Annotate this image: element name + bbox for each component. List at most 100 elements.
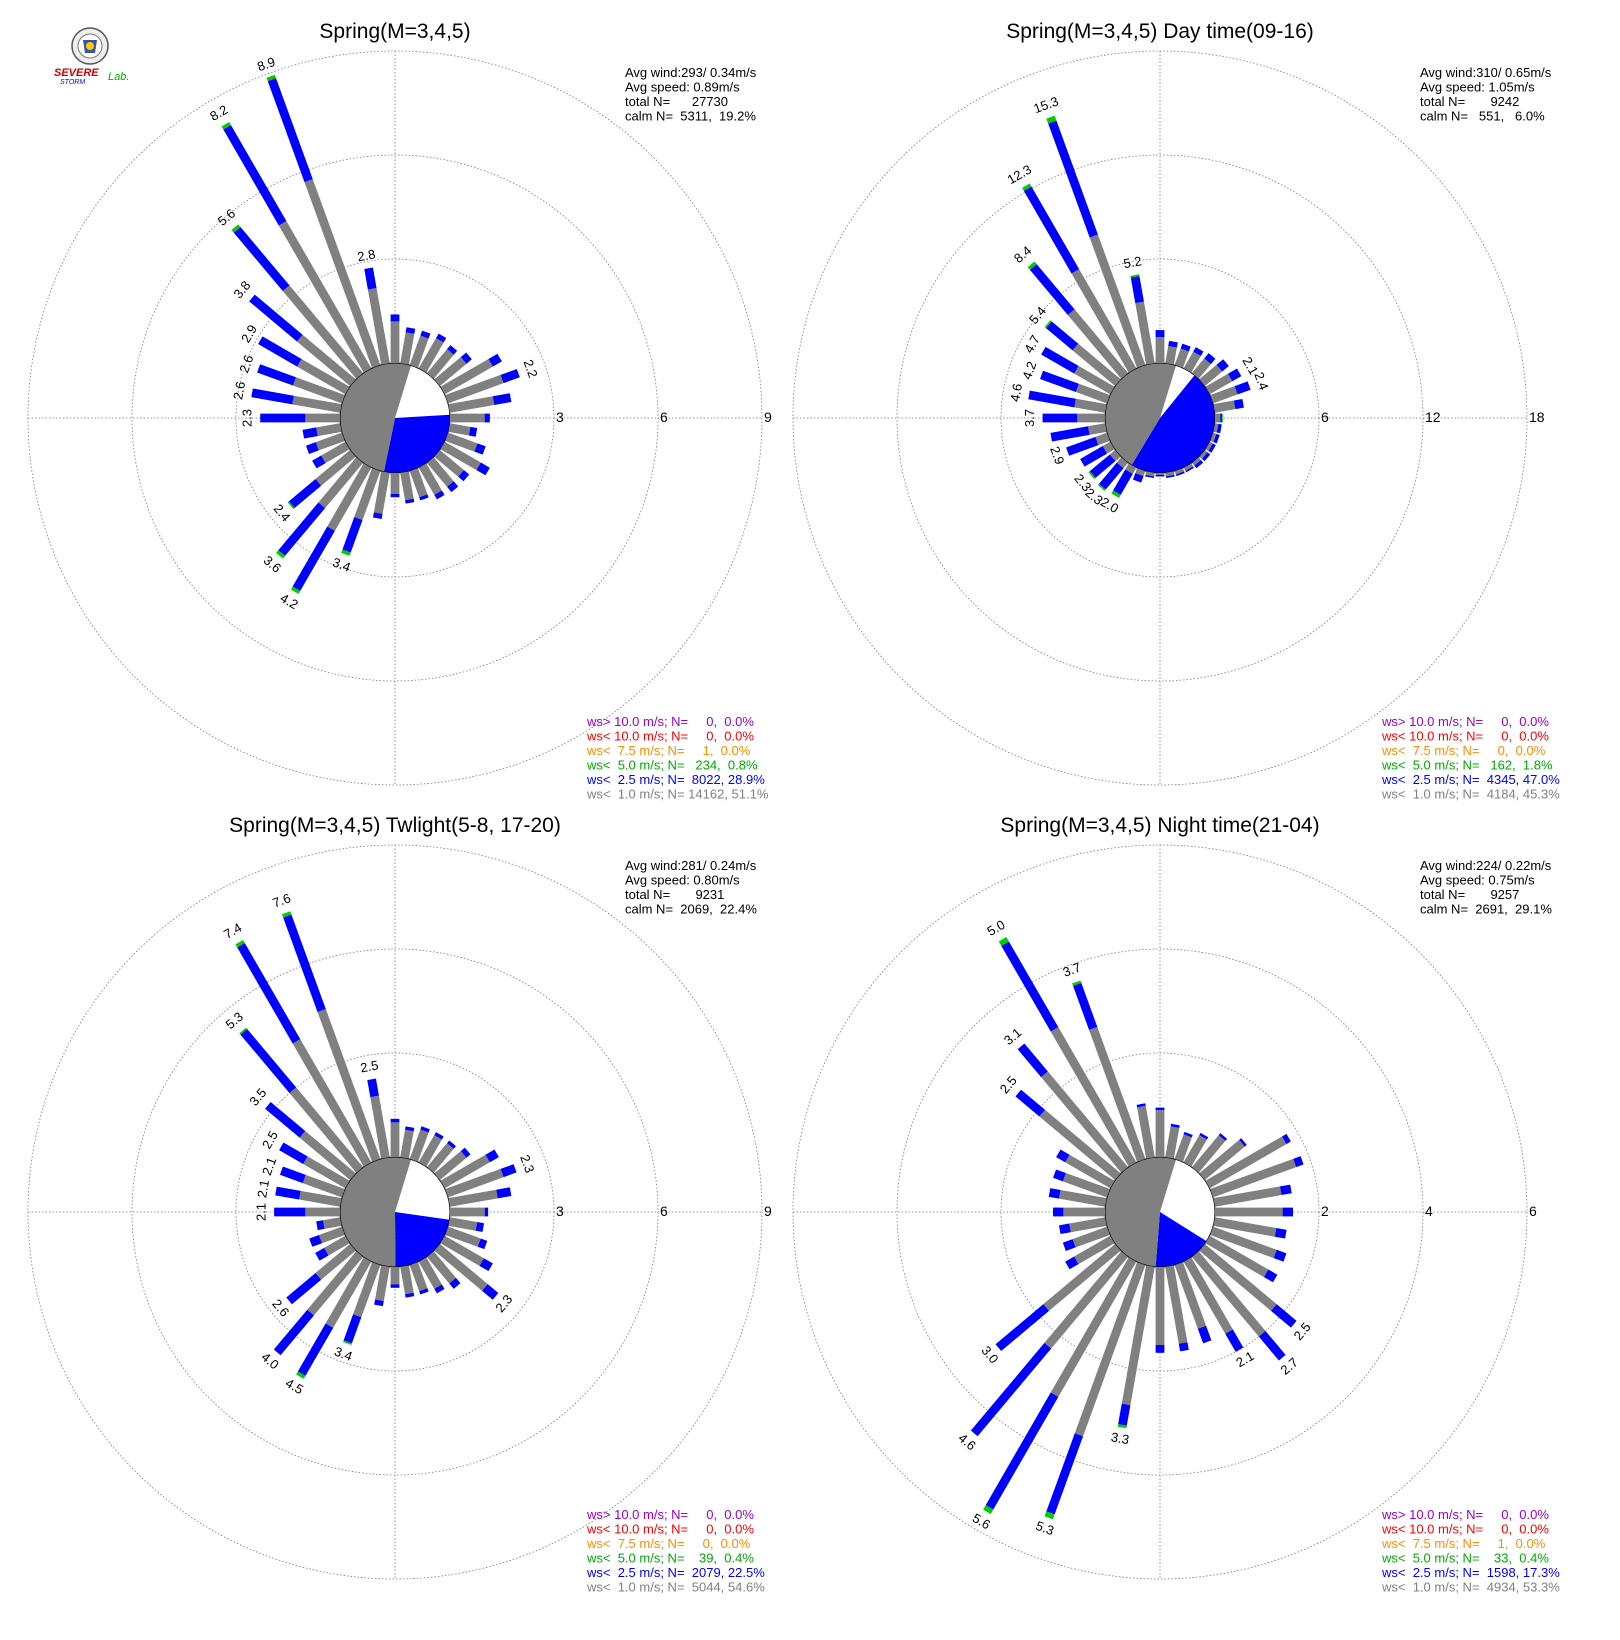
sector-bar-240-ws1 xyxy=(1074,1235,1115,1265)
sector-bar-330-ws5 xyxy=(235,940,245,948)
sector-bar-90-ws1 xyxy=(1215,413,1221,423)
sector-bar-40-ws1 xyxy=(426,349,454,379)
sector-bar-260-ws2_5 xyxy=(1058,1223,1071,1235)
sector-bar-160-ws1 xyxy=(409,1262,428,1292)
sector-bar-60-ws1 xyxy=(440,1154,490,1189)
sector-bar-30-ws1 xyxy=(1183,351,1201,373)
sector-bar-50-ws1 xyxy=(1199,364,1223,387)
sector-bar-180-ws1 xyxy=(1155,473,1165,475)
sector-bar-330-ws2_5 xyxy=(1023,186,1080,274)
sector-label-330: 12.3 xyxy=(1005,162,1034,188)
sector-bar-110-ws2_5 xyxy=(477,1238,488,1250)
sector-bar-260-ws2_5 xyxy=(1050,426,1090,442)
sector-bar-240-ws1 xyxy=(1102,441,1115,454)
sector-label-210: 4.2 xyxy=(278,590,301,612)
sector-bar-280-ws1 xyxy=(292,395,342,413)
sector-bar-160-ws2_5 xyxy=(419,494,429,501)
sector-bar-330-ws1 xyxy=(292,1039,372,1167)
sector-bar-190-ws1 xyxy=(1145,471,1155,477)
sector-bar-280-ws2_5 xyxy=(275,1186,301,1200)
sector-bar-80-ws2_5 xyxy=(1279,1184,1292,1196)
stats-line: Avg speed: 1.05m/s xyxy=(1420,80,1535,95)
sector-label-280: 2.6 xyxy=(230,380,248,400)
sector-bar-20-ws2_5 xyxy=(1180,343,1191,352)
sector-bar-350-ws1 xyxy=(1135,301,1155,365)
sector-label-270: 2.1 xyxy=(254,1203,269,1221)
sector-bar-210-ws5 xyxy=(1111,490,1121,498)
ring-label: 3 xyxy=(556,409,564,425)
sector-bar-110-ws2_5 xyxy=(1273,1249,1287,1262)
sector-bar-290-ws2_5 xyxy=(257,364,296,386)
sector-bar-240-ws2_5 xyxy=(1080,446,1108,467)
sector-label-320: 5.3 xyxy=(223,1009,246,1032)
sector-label-270: 3.7 xyxy=(1022,409,1037,427)
sector-bar-280-ws1 xyxy=(1074,398,1107,413)
sector-bar-50-ws2_5 xyxy=(460,352,472,364)
sector-bar-250-ws1 xyxy=(319,1226,345,1244)
ring-label: 9 xyxy=(764,409,772,425)
sector-bar-280-ws2_5 xyxy=(251,388,294,405)
sector-bar-220-ws2_5 xyxy=(1098,462,1124,490)
sector-bar-330-ws5 xyxy=(1022,183,1032,191)
sector-bar-70-ws1 xyxy=(445,1168,504,1198)
sector-bar-170-ws1 xyxy=(400,1265,414,1295)
legend-entry: ws< 5.0 m/s; N= 234, 0.8% xyxy=(586,758,758,773)
sector-bar-250-ws1 xyxy=(315,432,345,451)
stats-line: total N= 9242 xyxy=(1420,94,1519,109)
sector-bar-120-ws2_5 xyxy=(1263,1269,1278,1283)
sector-bar-80-ws1 xyxy=(1213,400,1236,413)
legend-entry: ws< 10.0 m/s; N= 0, 0.0% xyxy=(1381,729,1549,744)
sector-bar-310-ws2_5 xyxy=(1045,321,1079,351)
legend-entry: ws< 7.5 m/s; N= 1, 0.0% xyxy=(586,743,751,758)
sector-bar-100-ws1 xyxy=(448,1217,478,1231)
blue-pie-slice xyxy=(395,1212,450,1267)
sector-bar-300-ws1 xyxy=(303,1156,350,1189)
sector-bar-250-ws2_5 xyxy=(305,442,319,454)
sector-bar-130-ws1 xyxy=(434,449,464,477)
sector-bar-220-ws5 xyxy=(1097,483,1106,491)
sector-bar-260-ws1 xyxy=(316,423,342,437)
logo-text-lab: Lab. xyxy=(108,71,129,83)
sector-bar-30-ws1 xyxy=(418,1135,442,1167)
sector-bar-170-ws2_5 xyxy=(1165,474,1175,479)
sector-bar-220-ws2_5 xyxy=(278,502,326,556)
sector-bar-160-ws1 xyxy=(1174,1262,1207,1329)
sector-bar-350-ws2_5 xyxy=(364,267,377,290)
sector-bar-150-ws1 xyxy=(1183,463,1194,471)
sector-bar-50-ws2_5 xyxy=(1216,359,1229,372)
sector-bar-130-ws1 xyxy=(434,1243,488,1291)
stats-line: calm N= 551, 6.0% xyxy=(1420,109,1545,124)
sector-bar-210-ws5 xyxy=(290,586,301,594)
sector-bar-90-ws2_5 xyxy=(1220,413,1222,423)
sector-label-290: 2.6 xyxy=(236,353,256,375)
ring-label: 6 xyxy=(1321,409,1329,425)
sector-label-310: 2.5 xyxy=(997,1073,1020,1096)
sector-bar-220-ws5 xyxy=(276,550,286,559)
sector-bar-40-ws2_5 xyxy=(1204,353,1216,365)
stats-line: Avg wind:281/ 0.24m/s xyxy=(625,858,757,873)
wind-rose-panel-spring-night: 2 4 62.52.72.13.35.35.64.63.02.53.15.03.7S… xyxy=(792,814,1560,1595)
sector-bar-340-ws1 xyxy=(304,179,381,368)
sector-bar-10-ws1 xyxy=(400,332,415,365)
sector-bar-120-ws1 xyxy=(440,441,481,471)
sector-bar-30-ws1 xyxy=(418,338,444,373)
sector-bar-60-ws1 xyxy=(1205,373,1233,395)
sector-bar-80-ws1 xyxy=(1213,1186,1282,1207)
sector-bar-320-ws5 xyxy=(239,1027,248,1035)
sector-bar-280-ws1 xyxy=(1058,1189,1107,1207)
sector-bar-320-ws2_5 xyxy=(233,226,290,292)
sector-bar-0-ws1 xyxy=(1155,337,1165,363)
sector-bar-270-ws1 xyxy=(305,413,340,423)
sector-bar-290-ws1 xyxy=(292,377,345,404)
sector-bar-20-ws2_5 xyxy=(420,1126,430,1133)
logo-text-severe: SEVERE xyxy=(54,67,99,79)
sector-bar-270-ws1 xyxy=(1063,1207,1105,1217)
sector-bar-90-ws1 xyxy=(450,1207,485,1217)
sector-bar-240-ws2_5 xyxy=(312,455,326,469)
ring-label: 6 xyxy=(660,1203,668,1219)
sector-bar-340-ws2_5 xyxy=(1073,982,1098,1030)
sector-bar-230-ws1 xyxy=(1043,1243,1121,1311)
sector-label-210: 5.6 xyxy=(970,1510,993,1532)
sector-label-320: 3.1 xyxy=(1001,1025,1024,1048)
blue-pie-slice xyxy=(383,414,451,473)
